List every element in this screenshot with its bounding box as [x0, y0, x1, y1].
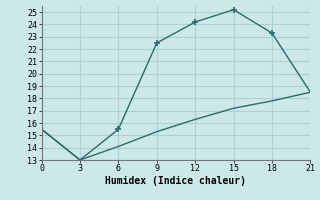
X-axis label: Humidex (Indice chaleur): Humidex (Indice chaleur) — [106, 176, 246, 186]
